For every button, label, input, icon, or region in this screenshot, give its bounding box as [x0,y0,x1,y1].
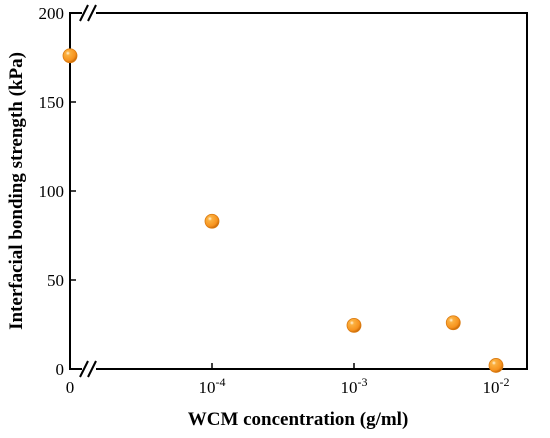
x-tick-exponent: -2 [500,375,510,389]
x-axis-title: WCM concentration (g/ml) [188,409,409,430]
data-points [62,48,504,373]
x-tick-label: 0 [66,378,75,397]
data-point [204,213,220,229]
x-tick-label: 10-3 [341,375,368,397]
x-tick-label: 10-2 [483,375,510,397]
x-axis-ticks: 0 10-4 10-3 10-2 [66,363,510,397]
x-axis-break-bottom [79,360,97,378]
y-tick-label: 200 [39,4,65,23]
y-tick-label: 0 [56,360,65,379]
data-point [62,48,78,64]
x-tick-label: 10-4 [199,375,226,397]
x-axis-break-top [79,4,97,22]
x-tick-exponent: -4 [216,375,226,389]
y-tick-label: 50 [47,271,64,290]
x-tick-base: 10 [341,378,358,397]
x-tick-base: 0 [66,378,75,397]
y-tick-label: 100 [39,182,65,201]
data-point [346,317,362,333]
x-tick-base: 10 [199,378,216,397]
y-axis-title: Interfacial bonding strength (kPa) [6,52,27,330]
plot-frame [69,12,528,370]
data-point [488,358,504,373]
x-tick-base: 10 [483,378,500,397]
y-tick-label: 150 [39,93,65,112]
data-point [445,315,461,331]
x-tick-exponent: -3 [358,375,368,389]
y-axis-ticks: 0 50 100 150 200 [39,4,76,379]
